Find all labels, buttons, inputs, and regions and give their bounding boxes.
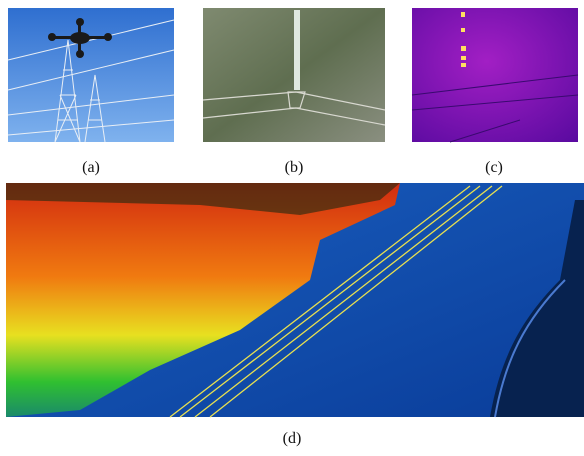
lines: [411, 74, 579, 143]
forest-top: [6, 183, 400, 215]
panel-a-image: [7, 8, 175, 143]
hot-spots: [461, 12, 466, 67]
caption: (a): [82, 159, 100, 176]
panel-b-image: [202, 8, 386, 142]
tower: [7, 19, 175, 143]
thermal-background: [412, 8, 578, 142]
power-lines: [169, 185, 503, 418]
power-lines: [202, 91, 386, 126]
panel-c-image: [411, 8, 579, 143]
caption: (c): [485, 159, 503, 176]
caption: (b): [285, 159, 304, 176]
panel-d-image: [6, 183, 584, 418]
road-edge: [494, 279, 566, 418]
drone: [48, 18, 112, 58]
road: [490, 200, 584, 417]
caption: (d): [283, 430, 302, 447]
forest: [6, 183, 400, 417]
insulator: [294, 10, 300, 90]
